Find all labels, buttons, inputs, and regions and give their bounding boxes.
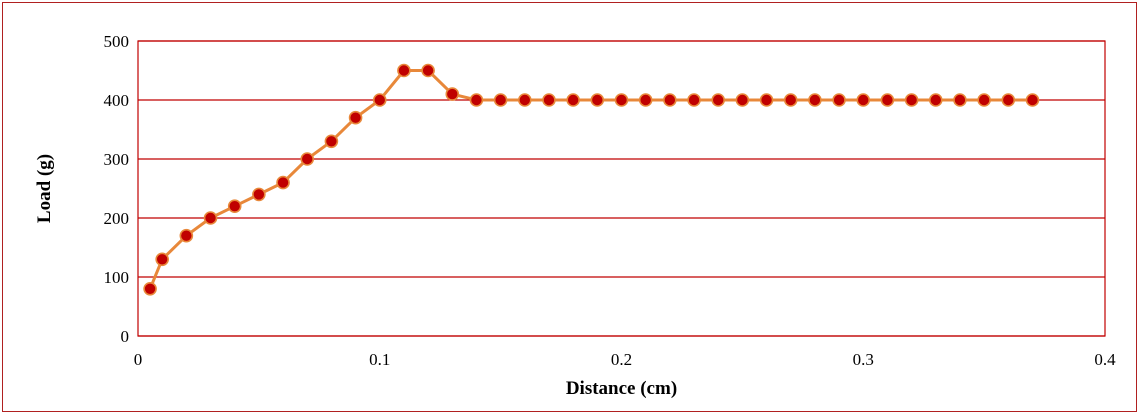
- data-point: [252, 187, 266, 202]
- data-point: [493, 93, 508, 107]
- y-tick-label: 500: [104, 32, 130, 51]
- data-point: [143, 281, 157, 296]
- data-point: [324, 134, 339, 149]
- data-point: [928, 93, 943, 107]
- data-point: [179, 228, 194, 243]
- x-tick-label: 0.4: [1094, 350, 1116, 369]
- x-axis-title: Distance (cm): [566, 378, 677, 399]
- marker-layer: [143, 63, 1040, 296]
- x-tick-label: 0: [134, 350, 143, 369]
- y-tick-label: 200: [104, 209, 130, 228]
- data-point: [759, 93, 774, 107]
- data-point: [227, 199, 242, 213]
- data-point: [783, 93, 798, 107]
- x-tick-label: 0.1: [369, 350, 390, 369]
- x-tick-label: 0.2: [611, 350, 632, 369]
- x-tick-labels: 0 0.1 0.2 0.3 0.4: [134, 350, 1116, 369]
- data-point: [542, 93, 556, 107]
- data-point: [590, 93, 605, 107]
- data-point: [735, 93, 750, 107]
- data-point: [904, 93, 919, 107]
- data-point: [372, 93, 387, 107]
- data-point: [663, 93, 677, 107]
- data-point: [808, 93, 822, 107]
- y-axis-title: Load (g): [34, 154, 55, 223]
- data-point: [687, 93, 701, 107]
- data-point: [614, 93, 629, 107]
- data-point: [300, 152, 315, 166]
- data-point: [832, 93, 846, 107]
- y-tick-label: 300: [104, 150, 130, 169]
- data-point: [566, 93, 580, 107]
- data-point: [711, 93, 726, 107]
- data-point: [638, 93, 653, 107]
- y-tick-label: 400: [104, 91, 130, 110]
- plot-area-border: [137, 40, 1106, 337]
- data-point: [1025, 93, 1040, 107]
- data-point: [155, 252, 169, 267]
- data-point: [421, 63, 435, 78]
- data-point: [276, 175, 290, 190]
- data-point: [1001, 93, 1016, 107]
- data-point: [445, 87, 460, 101]
- data-point: [348, 110, 363, 125]
- data-point: [953, 93, 967, 107]
- y-tick-labels: 0 100 200 300 400 500: [104, 32, 130, 346]
- data-point: [203, 211, 218, 225]
- data-point: [977, 93, 991, 107]
- y-tick-label: 0: [121, 327, 130, 346]
- data-point: [517, 93, 532, 107]
- data-point: [397, 63, 411, 78]
- y-tick-label: 100: [104, 268, 130, 287]
- x-tick-label: 0.3: [853, 350, 874, 369]
- data-point: [880, 93, 895, 107]
- data-point: [469, 93, 484, 107]
- data-point: [856, 93, 871, 107]
